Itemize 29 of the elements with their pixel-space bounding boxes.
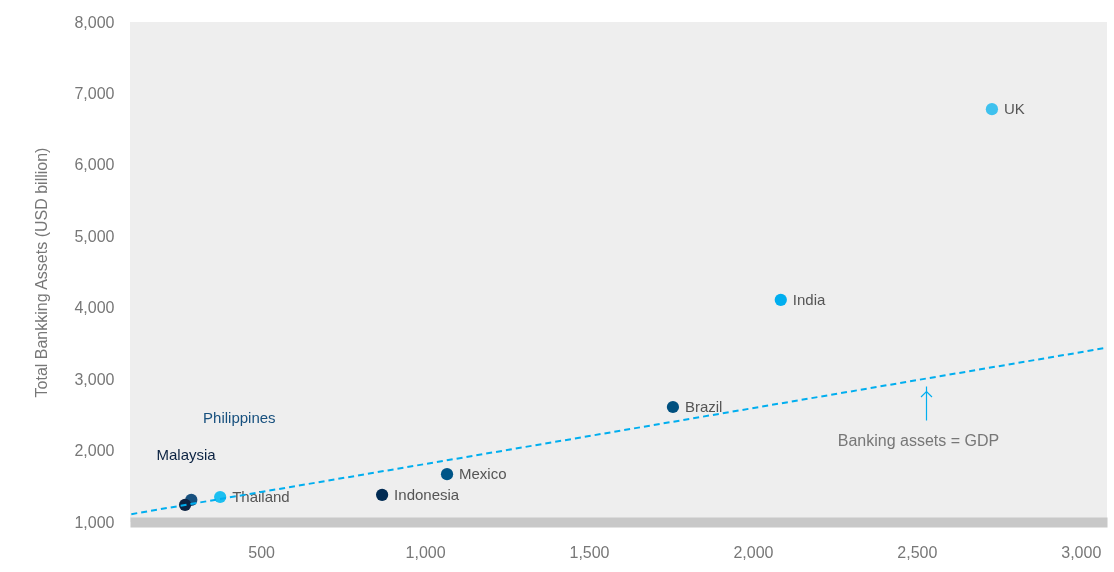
x-tick-label: 3,000 xyxy=(1061,543,1102,561)
x-tick-label: 500 xyxy=(248,543,276,561)
y-tick-label: 5,000 xyxy=(74,227,115,245)
point xyxy=(774,293,787,306)
y-tick-label: 1,000 xyxy=(74,513,115,531)
series-label: Thailand xyxy=(232,488,290,505)
x-tick-label: 1,500 xyxy=(569,543,610,561)
y-tick-label: 3,000 xyxy=(74,370,115,388)
series-label: Brazil xyxy=(684,398,723,415)
series-label: India xyxy=(792,290,826,308)
series-label: Mexico xyxy=(459,465,507,483)
y-tick-label: 7,000 xyxy=(74,84,115,102)
y-tick-label: 2,000 xyxy=(74,442,115,460)
point xyxy=(666,400,680,414)
text: Philippines xyxy=(203,408,276,426)
point xyxy=(985,103,999,116)
y-tick-label: 4,000 xyxy=(74,299,115,317)
point xyxy=(375,488,389,501)
x-tick-label: 1,000 xyxy=(405,543,446,561)
x-tick-label: 2,500 xyxy=(897,543,938,561)
series-label: UK xyxy=(1003,100,1025,118)
y-tick-label: 8,000 xyxy=(74,13,115,31)
series-label: Indonesia xyxy=(394,485,460,503)
y-tick-label: 6,000 xyxy=(74,156,115,174)
annotation: Banking assets = GDP xyxy=(837,431,1000,449)
point xyxy=(440,468,454,481)
y-axis-title: Total Bankking Assets (USD billion) xyxy=(33,147,51,398)
text: Malaysia xyxy=(156,445,217,463)
x-tick-label: 2,000 xyxy=(733,543,774,561)
